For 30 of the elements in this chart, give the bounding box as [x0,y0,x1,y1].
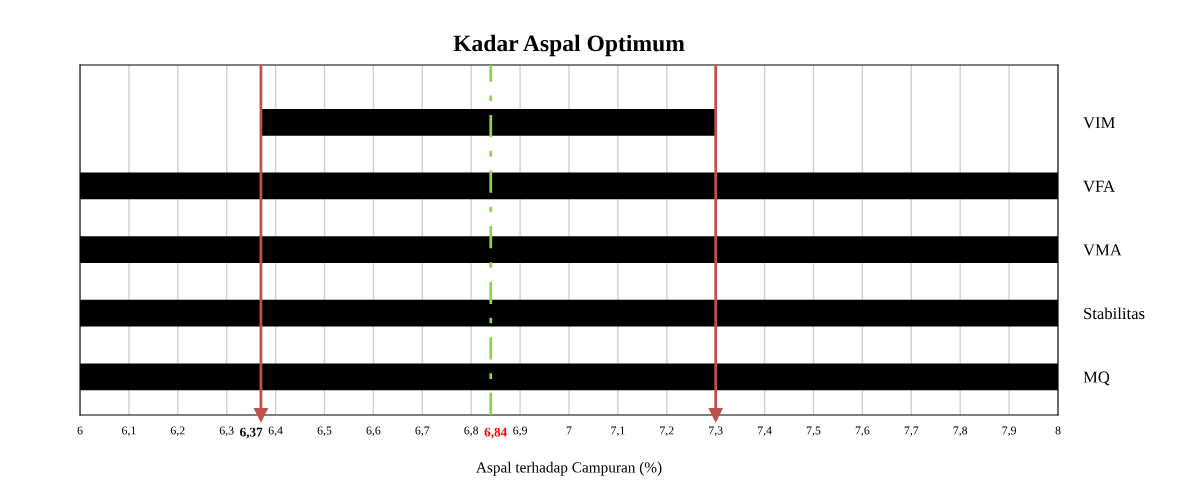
x-tick-label: 6,7 [415,426,430,437]
x-tick-label: 7,9 [1002,426,1016,437]
x-tick-label: 6,5 [317,426,332,437]
x-tick-label: 6,3 [219,426,234,437]
ref-line-label: 6,37 [240,427,263,439]
x-tick-label: 7,3 [709,426,723,437]
x-axis-title: Aspal terhadap Campuran (%) [476,461,662,476]
x-tick-label: 7,1 [611,426,625,437]
x-tick-label: 6,6 [366,426,381,437]
y-tick-label: VFA [1083,180,1115,192]
x-tick-label: 7 [566,426,572,435]
y-tick-label: MQ [1083,371,1110,386]
x-tick-label: 7,2 [660,426,674,437]
x-tick-label: 7,8 [953,426,968,437]
x-tick-label: 7,4 [758,426,772,437]
ref-line-label: 6,84 [484,427,507,439]
x-tick-label: 7,7 [904,426,919,437]
y-tick-label: VIM [1083,117,1115,129]
y-tick-label: VMA [1083,244,1122,256]
x-tick-label: 6,1 [122,426,136,437]
y-tick-label: Stabilitas [1084,307,1145,320]
x-tick-label: 7,6 [855,426,870,437]
x-tick-label: 6,9 [513,426,527,437]
x-tick-label: 8 [1055,426,1061,435]
chart-title: Kadar Aspal Optimum [453,34,685,57]
x-tick-label: 6 [77,426,83,435]
x-tick-label: 6,8 [464,426,479,437]
x-tick-label: 6,2 [170,426,185,437]
x-tick-label: 7,5 [806,426,821,437]
x-tick-label: 6,4 [268,426,283,437]
